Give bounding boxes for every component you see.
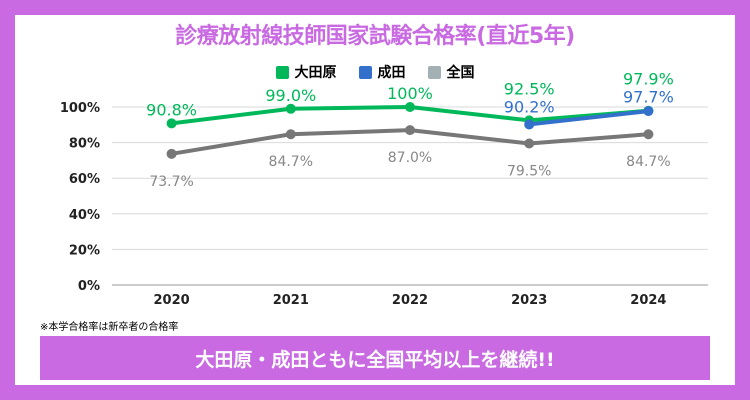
data-label: 99.0% [265, 86, 316, 105]
data-label: 90.8% [146, 100, 197, 119]
data-point [643, 106, 654, 117]
legend-label: 大田原 [294, 65, 337, 81]
legend-item-ohtawara: 大田原 [275, 62, 337, 82]
summary-banner: 大田原・成田ともに全国平均以上を継続!! [40, 336, 710, 380]
legend: 大田原 成田 全国 [0, 62, 750, 82]
x-tick-label: 2022 [392, 293, 428, 308]
legend-swatch [358, 65, 372, 79]
y-tick-label: 100% [60, 101, 100, 116]
data-label: 79.5% [507, 163, 551, 179]
data-label: 92.5% [504, 79, 555, 98]
data-label: 100% [387, 84, 433, 103]
panel [15, 15, 735, 385]
data-point [405, 125, 415, 136]
data-label: 90.2% [504, 97, 555, 116]
legend-item-narita: 成田 [358, 62, 406, 82]
y-tick-label: 60% [69, 172, 100, 187]
y-tick-label: 80% [69, 137, 100, 152]
x-tick-label: 2020 [154, 293, 190, 308]
data-label: 87.0% [388, 150, 432, 166]
data-point [166, 118, 177, 129]
data-label: 97.7% [623, 88, 674, 107]
legend-swatch [427, 65, 441, 79]
x-tick-label: 2023 [511, 293, 547, 308]
data-label: 73.7% [149, 174, 193, 190]
data-point [285, 103, 296, 114]
legend-item-national: 全国 [427, 62, 475, 82]
y-tick-label: 0% [78, 279, 100, 294]
data-point [524, 119, 535, 130]
data-label: 84.7% [626, 154, 670, 170]
series-line-1 [528, 109, 649, 127]
legend-swatch [275, 65, 289, 79]
footnote: ※本学合格率は新卒者の合格率 [40, 322, 179, 333]
chart-title: 診療放射線技師国家試験合格率(直近5年) [175, 24, 575, 49]
legend-label: 全国 [446, 65, 475, 81]
y-tick-label: 20% [69, 243, 100, 258]
x-tick-label: 2021 [273, 293, 309, 308]
x-tick-label: 2024 [630, 293, 666, 308]
y-tick-label: 40% [69, 208, 100, 223]
data-point [166, 148, 177, 159]
legend-label: 成田 [377, 65, 406, 81]
data-label: 84.7% [269, 154, 313, 170]
data-label: 97.9% [623, 70, 674, 89]
data-point [643, 129, 654, 140]
data-point [405, 102, 415, 112]
data-point [524, 138, 535, 149]
data-point [285, 129, 296, 140]
